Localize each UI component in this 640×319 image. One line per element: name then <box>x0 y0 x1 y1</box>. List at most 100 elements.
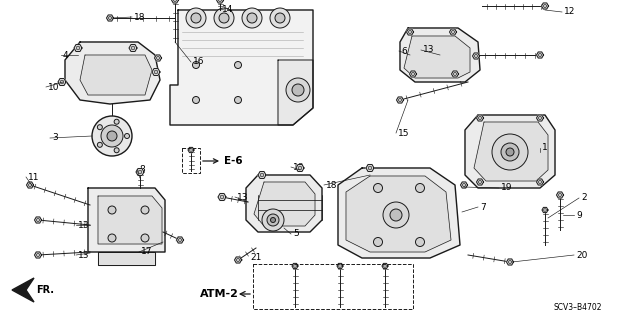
Circle shape <box>538 53 541 56</box>
Polygon shape <box>170 10 313 125</box>
Polygon shape <box>410 71 417 77</box>
Circle shape <box>286 78 310 102</box>
Polygon shape <box>536 115 543 121</box>
Circle shape <box>108 206 116 214</box>
Circle shape <box>234 62 241 69</box>
Polygon shape <box>65 42 160 104</box>
Polygon shape <box>98 252 155 265</box>
Polygon shape <box>472 53 479 59</box>
Circle shape <box>538 116 541 120</box>
Text: 18: 18 <box>134 12 145 21</box>
Circle shape <box>559 193 561 197</box>
Polygon shape <box>129 45 137 51</box>
Circle shape <box>474 55 477 57</box>
Circle shape <box>218 0 221 2</box>
Polygon shape <box>188 147 194 152</box>
Circle shape <box>36 219 40 222</box>
Polygon shape <box>477 179 483 185</box>
Polygon shape <box>26 182 33 188</box>
Text: 18: 18 <box>326 181 337 189</box>
Circle shape <box>214 8 234 28</box>
Circle shape <box>543 209 547 211</box>
Circle shape <box>114 148 119 153</box>
Circle shape <box>543 4 547 8</box>
Circle shape <box>463 183 465 187</box>
Circle shape <box>186 8 206 28</box>
Circle shape <box>390 209 402 221</box>
Text: 19: 19 <box>501 183 513 192</box>
Polygon shape <box>542 207 548 212</box>
Circle shape <box>173 0 177 2</box>
Text: 9: 9 <box>576 211 582 219</box>
Circle shape <box>292 84 304 96</box>
Circle shape <box>141 206 149 214</box>
Text: FR.: FR. <box>36 285 54 295</box>
Circle shape <box>262 209 284 231</box>
Polygon shape <box>152 69 160 76</box>
Polygon shape <box>234 257 241 263</box>
Circle shape <box>138 170 142 174</box>
Circle shape <box>234 97 241 103</box>
Polygon shape <box>397 97 403 103</box>
Circle shape <box>294 265 296 267</box>
Circle shape <box>453 72 456 76</box>
Polygon shape <box>366 165 374 172</box>
Circle shape <box>271 218 275 222</box>
Circle shape <box>479 181 481 183</box>
Polygon shape <box>278 60 313 125</box>
Polygon shape <box>449 29 456 35</box>
Polygon shape <box>98 196 162 244</box>
Circle shape <box>374 183 383 192</box>
Circle shape <box>97 142 102 147</box>
Polygon shape <box>35 252 42 258</box>
Polygon shape <box>536 52 543 58</box>
Polygon shape <box>557 192 563 198</box>
Polygon shape <box>506 259 513 265</box>
Polygon shape <box>541 3 548 9</box>
Text: 8: 8 <box>139 166 145 174</box>
Circle shape <box>97 125 102 130</box>
Polygon shape <box>292 263 298 269</box>
Circle shape <box>242 8 262 28</box>
Polygon shape <box>172 0 179 3</box>
Circle shape <box>451 30 454 33</box>
Text: 15: 15 <box>398 129 410 137</box>
Polygon shape <box>136 168 144 175</box>
Text: 16: 16 <box>193 57 205 66</box>
Circle shape <box>408 30 412 33</box>
Circle shape <box>508 260 511 263</box>
Circle shape <box>479 116 481 120</box>
Circle shape <box>415 238 424 247</box>
Text: 13: 13 <box>78 250 90 259</box>
Text: 21: 21 <box>250 254 261 263</box>
Circle shape <box>125 133 129 138</box>
Circle shape <box>506 148 514 156</box>
Text: E-6: E-6 <box>224 156 243 166</box>
Polygon shape <box>404 36 470 78</box>
Polygon shape <box>465 115 555 188</box>
Circle shape <box>270 8 290 28</box>
Circle shape <box>114 119 119 124</box>
Circle shape <box>219 13 229 23</box>
Circle shape <box>189 149 193 151</box>
Circle shape <box>193 97 200 103</box>
Circle shape <box>179 238 182 241</box>
Text: 11: 11 <box>28 173 40 182</box>
Bar <box>253 264 413 309</box>
Polygon shape <box>80 55 152 95</box>
Polygon shape <box>406 29 413 35</box>
Polygon shape <box>477 115 483 121</box>
Circle shape <box>60 80 64 84</box>
Text: 20: 20 <box>576 250 588 259</box>
Circle shape <box>267 214 279 226</box>
Text: 12: 12 <box>564 8 575 17</box>
Circle shape <box>108 234 116 242</box>
Polygon shape <box>474 122 548 181</box>
Polygon shape <box>74 45 82 51</box>
Text: 13: 13 <box>237 192 248 202</box>
Polygon shape <box>254 182 315 226</box>
Polygon shape <box>296 165 304 172</box>
Circle shape <box>191 13 201 23</box>
Circle shape <box>141 234 149 242</box>
Circle shape <box>28 183 31 187</box>
